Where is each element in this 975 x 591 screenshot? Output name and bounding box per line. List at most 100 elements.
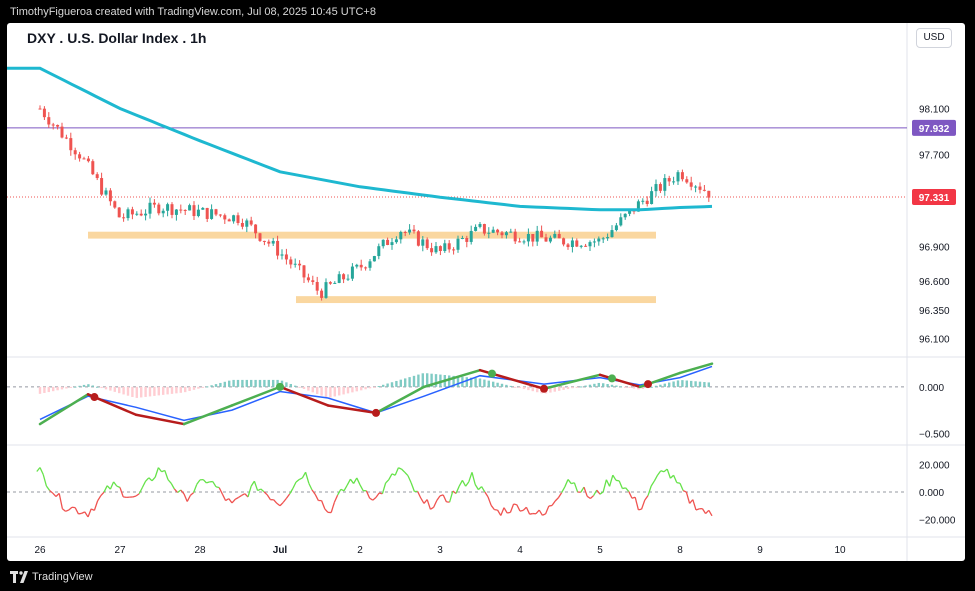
macd-histogram-bar xyxy=(311,386,314,393)
macd-histogram-bar xyxy=(390,382,394,387)
macd-histogram-bar xyxy=(434,374,438,387)
oscillator-line-segment xyxy=(244,493,249,498)
chart-title[interactable]: DXY . U.S. Dollar Index . 1h xyxy=(27,30,207,46)
oscillator-line-segment xyxy=(247,485,252,498)
macd-histogram-bar xyxy=(316,386,319,394)
oscillator-line-segment xyxy=(640,499,646,510)
macd-histogram-bar xyxy=(668,382,671,387)
oscillator-line-segment xyxy=(596,489,601,495)
macd-histogram-bar xyxy=(514,386,517,388)
candle-body xyxy=(421,239,425,246)
candle-body xyxy=(293,263,297,265)
candle-body xyxy=(139,213,143,216)
oscillator-line-segment xyxy=(87,508,92,518)
oscillator-line-segment xyxy=(304,472,310,484)
oscillator-line-segment xyxy=(292,481,297,489)
oscillator-line-segment xyxy=(266,494,271,501)
oscillator-line-segment xyxy=(151,476,156,482)
macd-histogram-bar xyxy=(549,386,552,393)
candle-body xyxy=(227,219,231,222)
candle-body xyxy=(342,274,346,280)
oscillator-line-segment xyxy=(554,497,559,502)
macd-histogram-bar xyxy=(338,386,341,396)
candle-body xyxy=(333,282,337,284)
candle-body xyxy=(667,178,671,182)
macd-histogram-bar xyxy=(52,386,55,392)
macd-histogram-bar xyxy=(496,382,499,387)
oscillator-line-segment xyxy=(535,509,540,515)
candle-body xyxy=(346,278,350,280)
oscillator-line-segment xyxy=(519,509,524,512)
oscillator-line-segment xyxy=(394,467,399,476)
macd-histogram-bar xyxy=(254,379,257,387)
candle-body xyxy=(210,209,214,219)
oscillator-line-segment xyxy=(285,493,291,499)
macd-histogram-bar xyxy=(571,386,574,389)
oscillator-line-segment xyxy=(542,513,546,516)
macd-histogram-bar xyxy=(465,377,468,387)
oscillator-line-segment xyxy=(61,508,67,512)
oscillator-line-segment xyxy=(401,468,406,473)
candle-body xyxy=(386,239,390,245)
chart-panel[interactable]: 98.100 97.700 96.900 96.600 96.350 96.100 97.9… xyxy=(7,23,965,561)
macd-histogram-bar xyxy=(412,375,416,387)
oscillator-line-segment xyxy=(52,492,57,497)
candle-body xyxy=(218,214,222,216)
macd-histogram-bar xyxy=(109,386,112,391)
macd-line-segment xyxy=(422,368,482,389)
support-zone xyxy=(88,231,656,239)
oscillator-line-segment xyxy=(660,470,665,473)
oscillator-line-segment xyxy=(615,479,620,482)
time-tick-label: 28 xyxy=(194,545,206,556)
oscillator-line-segment xyxy=(701,508,707,514)
oscillator-line-segment xyxy=(673,475,678,483)
time-tick-label: 8 xyxy=(677,545,683,556)
candle-body xyxy=(702,189,706,191)
macd-histogram-bar xyxy=(518,386,521,389)
macd-histogram-bar xyxy=(615,385,618,387)
macd-histogram-bar xyxy=(492,381,495,387)
oscillator-line-segment xyxy=(487,496,492,506)
candle-body xyxy=(42,108,46,118)
candle-body xyxy=(544,237,548,242)
macd-histogram-bar xyxy=(298,386,301,388)
oscillator-line-segment xyxy=(657,470,662,476)
macd-histogram-bar xyxy=(38,386,42,394)
oscillator-line-segment xyxy=(420,497,425,504)
macd-histogram-bar xyxy=(113,386,116,392)
macd-histogram-bar xyxy=(527,386,530,391)
candle-body xyxy=(452,249,456,251)
time-tick-label: Jul xyxy=(273,545,288,556)
oscillator-line-segment xyxy=(330,502,336,513)
oscillator-line-segment xyxy=(666,468,672,479)
oscillator-line-segment xyxy=(381,482,387,494)
chart-canvas[interactable]: 98.100 97.700 96.900 96.600 96.350 96.100 97.9… xyxy=(7,23,965,561)
macd-histogram-bar xyxy=(593,383,596,387)
currency-selector[interactable]: USD xyxy=(916,28,952,48)
candle-body xyxy=(245,220,249,227)
time-tick-label: 4 xyxy=(517,545,523,556)
oscillator-line-segment xyxy=(202,479,207,484)
macd-histogram-bar xyxy=(346,386,350,394)
oscillator-line-segment xyxy=(196,479,201,485)
candle-body xyxy=(504,232,508,236)
macd-histogram-bar xyxy=(241,379,244,387)
macd-line-segment xyxy=(326,404,378,415)
macd-histogram-bar xyxy=(131,386,134,397)
macd-histogram-bar xyxy=(135,386,138,398)
oscillator-line-segment xyxy=(81,511,86,514)
macd-histogram-bar xyxy=(430,373,433,387)
tradingview-brand[interactable]: TradingView xyxy=(10,569,93,585)
macd-histogram-bar xyxy=(285,382,288,387)
candle-body xyxy=(592,241,596,243)
macd-histogram-bar xyxy=(65,386,68,389)
macd-histogram-bar xyxy=(153,386,156,396)
macd-histogram-bar xyxy=(580,386,583,388)
oscillator-tick-label: −20.000 xyxy=(919,515,956,526)
oscillator-line-segment xyxy=(544,505,550,515)
oscillator-line-segment xyxy=(206,481,210,484)
oscillator-line-segment xyxy=(676,482,681,484)
oscillator-line-segment xyxy=(628,491,633,499)
macd-histogram-bar xyxy=(144,386,147,397)
oscillator-line-segment xyxy=(289,488,294,495)
